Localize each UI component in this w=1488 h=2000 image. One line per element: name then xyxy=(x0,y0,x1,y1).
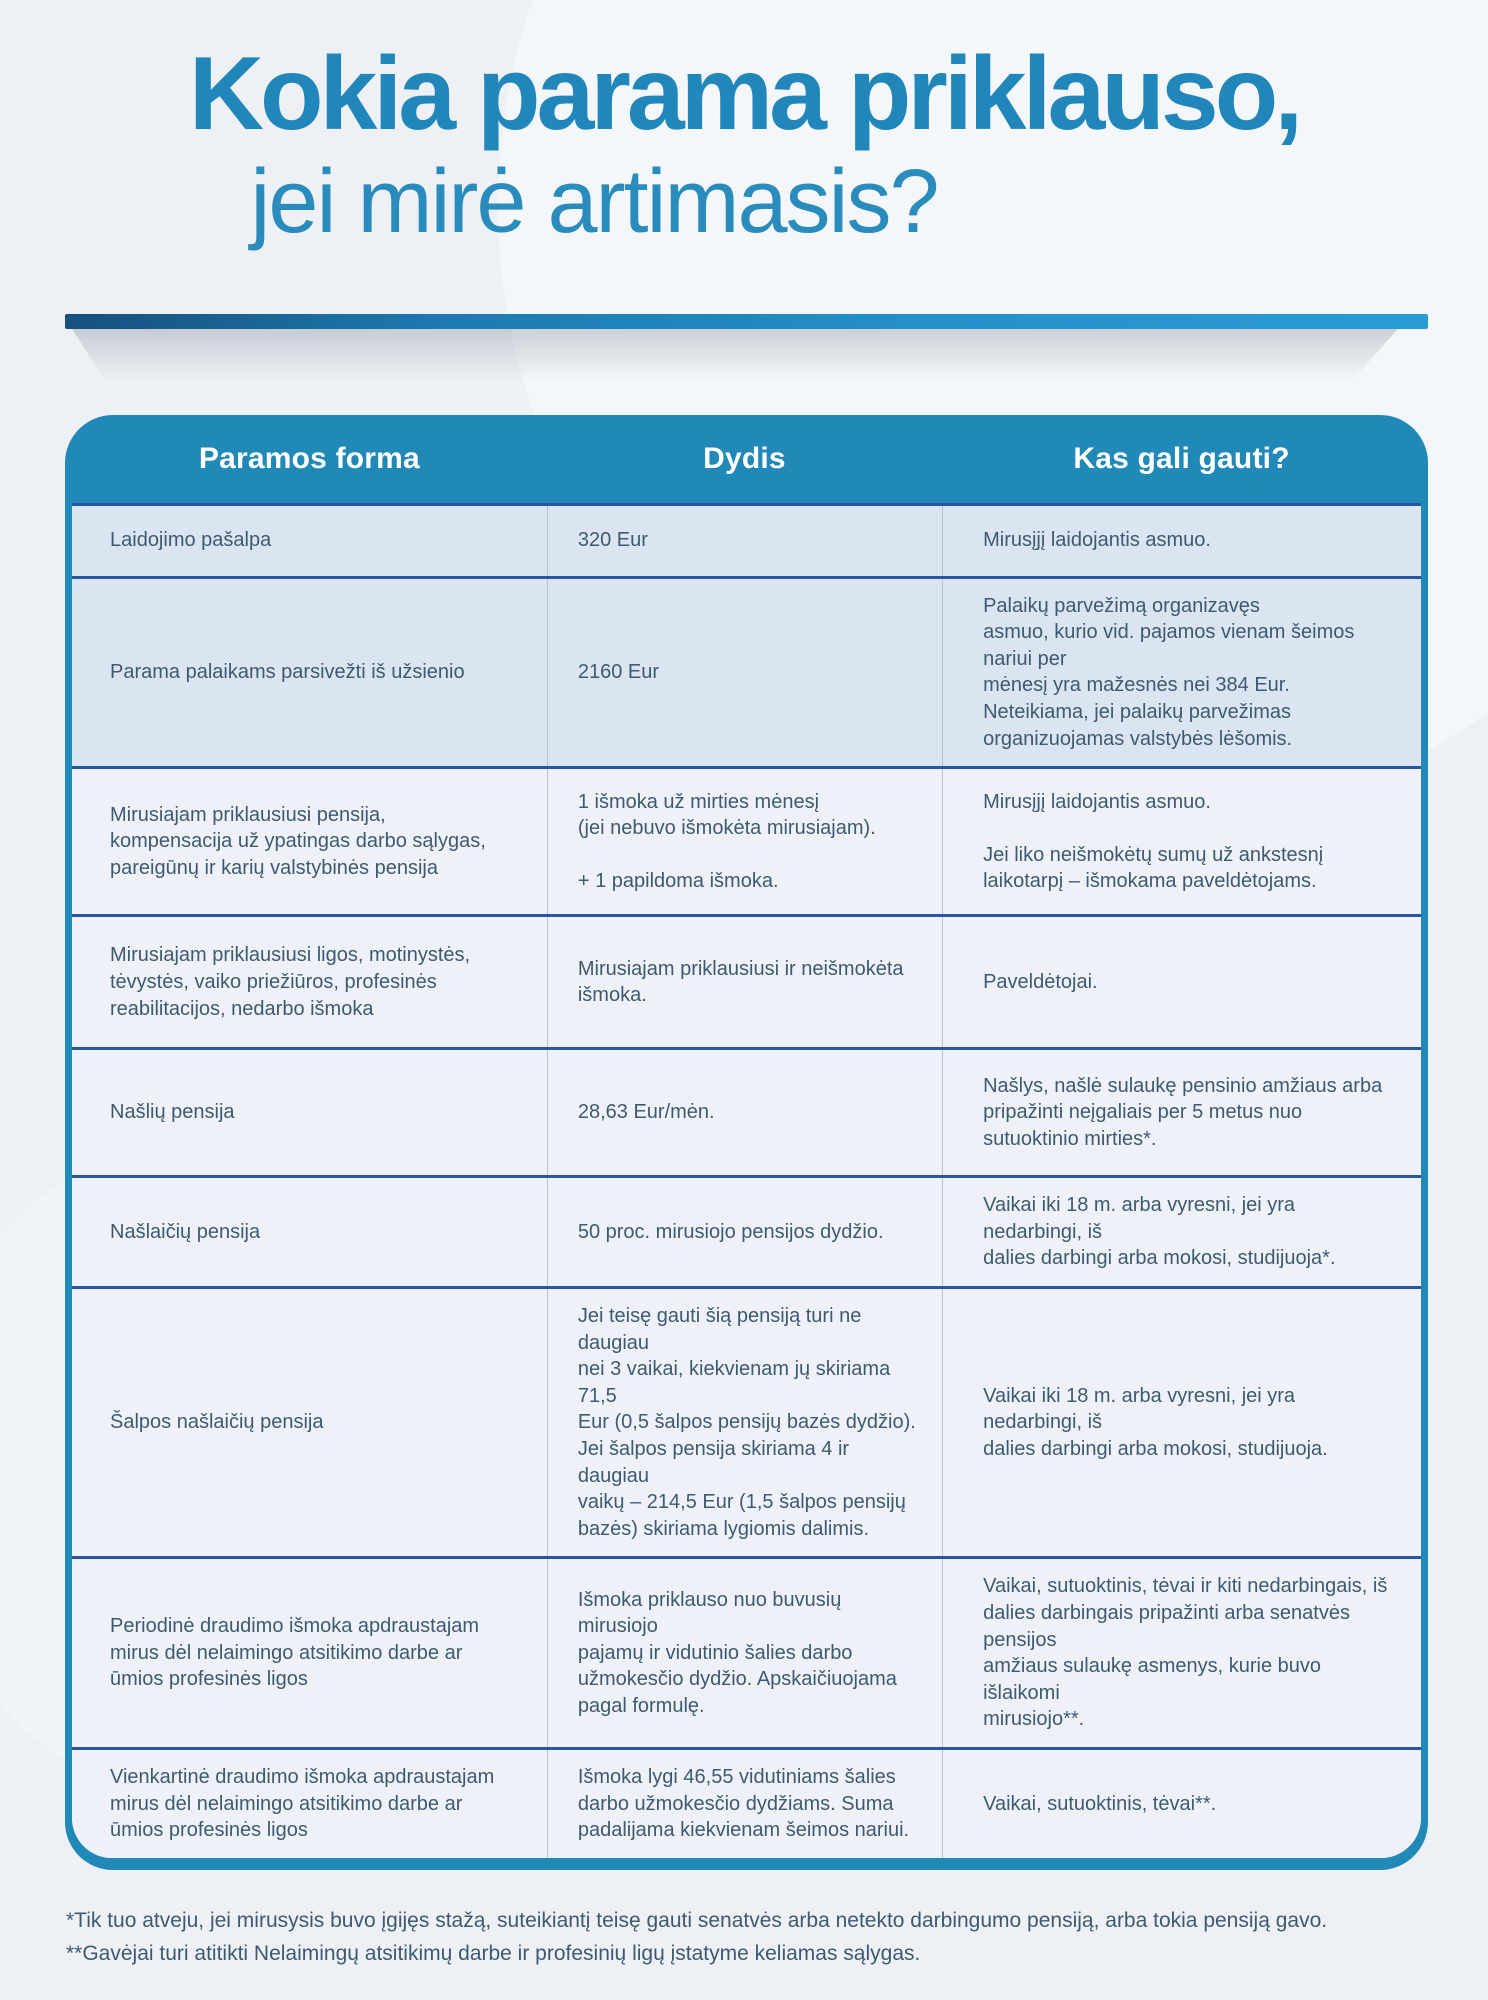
cell-kas-gali-gauti: Vaikai, sutuoktinis, tėvai**. xyxy=(942,1749,1421,1858)
cell-paramos-forma: Laidojimo pašalpa xyxy=(72,505,547,576)
cell-dydis: Mirusiajam priklausiusi ir neišmokėta iš… xyxy=(546,917,943,1048)
cell-kas-gali-gauti: Mirusįjį laidojantis asmuo. xyxy=(942,505,1421,576)
footnotes: *Tik tuo atveju, jei mirusysis buvo įgij… xyxy=(66,1904,1428,1970)
divider-bar-shadow xyxy=(72,328,1398,381)
cell-dydis: Išmoka priklauso nuo buvusių mirusiojo p… xyxy=(546,1559,943,1747)
column-header-kas-gali-gauti: Kas gali gauti? xyxy=(1073,441,1290,475)
cell-paramos-forma: Našlių pensija xyxy=(72,1050,547,1176)
cell-kas-gali-gauti: Vaikai iki 18 m. arba vyresni, jei yra n… xyxy=(942,1289,1421,1557)
table-row-laidojimo-pasalpa: Laidojimo pašalpa 320 Eur Mirusįjį laido… xyxy=(72,502,1421,576)
cell-dydis: 1 išmoka už mirties mėnesį (jei nebuvo i… xyxy=(546,769,943,915)
table-row-salpos-naslaiciu-pensija: Šalpos našlaičių pensija Jei teisę gauti… xyxy=(72,1286,1421,1557)
cell-dydis: 320 Eur xyxy=(546,505,943,576)
footnote-2: **Gavėjai turi atitikti Nelaimingų atsit… xyxy=(66,1941,921,1965)
page-title: Kokia parama priklauso, xyxy=(188,36,1303,152)
cell-kas-gali-gauti: Mirusįjį laidojantis asmuo. Jei liko nei… xyxy=(942,769,1421,915)
footnote-1: *Tik tuo atveju, jei mirusysis buvo įgij… xyxy=(66,1908,1328,1932)
cell-kas-gali-gauti: Vaikai, sutuoktinis, tėvai ir kiti nedar… xyxy=(942,1559,1421,1747)
cell-dydis: 28,63 Eur/mėn. xyxy=(546,1050,943,1176)
cell-paramos-forma: Šalpos našlaičių pensija xyxy=(72,1289,547,1557)
benefits-table: Paramos forma Dydis Kas gali gauti? Laid… xyxy=(65,414,1428,1870)
table-row-periodine-draudimo-ismoka: Periodinė draudimo išmoka apdraustajam m… xyxy=(72,1556,1421,1747)
cell-paramos-forma: Vienkartinė draudimo išmoka apdraustajam… xyxy=(72,1749,547,1858)
cell-paramos-forma: Našlaičių pensija xyxy=(72,1178,547,1287)
column-header-paramos-forma: Paramos forma xyxy=(198,441,420,475)
table-header-row: Paramos forma Dydis Kas gali gauti? xyxy=(72,415,1421,503)
cell-dydis: Jei teisę gauti šią pensiją turi ne daug… xyxy=(546,1289,943,1557)
cell-dydis: Išmoka lygi 46,55 vidutiniams šalies dar… xyxy=(546,1749,943,1858)
cell-dydis: 50 proc. mirusiojo pensijos dydžio. xyxy=(546,1178,943,1287)
table-row-ligos-ismoka: Mirusiajam priklausiusi ligos, motinystė… xyxy=(72,914,1421,1048)
cell-paramos-forma: Periodinė draudimo išmoka apdraustajam m… xyxy=(72,1559,547,1747)
table-body: Laidojimo pašalpa 320 Eur Mirusįjį laido… xyxy=(72,502,1421,1858)
table-row-nasliu-pensija: Našlių pensija 28,63 Eur/mėn. Našlys, na… xyxy=(72,1047,1421,1176)
table-row-vienkartine-draudimo-ismoka: Vienkartinė draudimo išmoka apdraustajam… xyxy=(72,1746,1421,1858)
cell-dydis: 2160 Eur xyxy=(546,578,943,767)
divider-bar xyxy=(65,313,1428,329)
cell-paramos-forma: Mirusiajam priklausiusi ligos, motinystė… xyxy=(72,917,547,1048)
cell-paramos-forma: Mirusiajam priklausiusi pensija, kompens… xyxy=(72,769,547,915)
cell-kas-gali-gauti: Vaikai iki 18 m. arba vyresni, jei yra n… xyxy=(942,1178,1421,1287)
cell-kas-gali-gauti: Našlys, našlė sulaukę pensinio amžiaus a… xyxy=(942,1050,1421,1176)
column-header-dydis: Dydis xyxy=(703,441,786,475)
table-row-parama-palaikams: Parama palaikams parsivežti iš užsienio … xyxy=(72,575,1421,767)
cell-kas-gali-gauti: Paveldėtojai. xyxy=(942,917,1421,1048)
page-subtitle: jei mirė artimasis? xyxy=(250,152,939,253)
cell-kas-gali-gauti: Palaikų parvežimą organizavęs asmuo, kur… xyxy=(942,578,1421,767)
cell-paramos-forma: Parama palaikams parsivežti iš užsienio xyxy=(72,578,547,767)
table-row-naslaiciu-pensija: Našlaičių pensija 50 proc. mirusiojo pen… xyxy=(72,1175,1421,1287)
table-row-priklausiusi-pensija: Mirusiajam priklausiusi pensija, kompens… xyxy=(72,766,1421,915)
